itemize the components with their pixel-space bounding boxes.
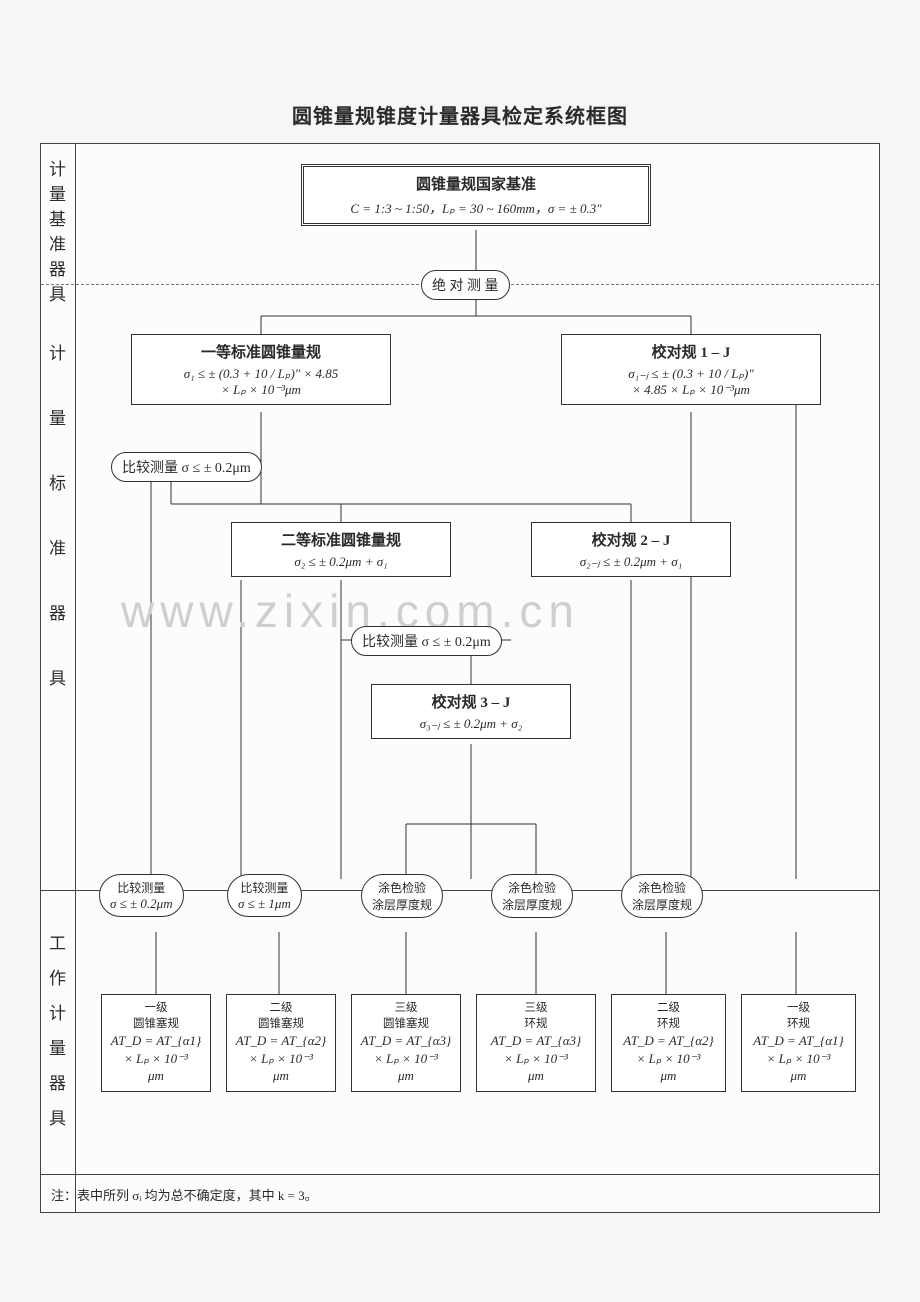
national-formula: C = 1:3 ~ 1:50，Lₚ = 30 ~ 160mm，σ = ± 0.3… xyxy=(310,198,642,217)
w3f2: × Lₚ × 10⁻³ xyxy=(358,1050,454,1068)
p2l1: 比较测量 xyxy=(238,879,291,896)
std1-f1: σ₁ ≤ ± (0.3 + 10 / Lₚ)″ × 4.85 xyxy=(138,366,384,382)
pill-cmp-1: 比较测量 σ ≤ ± 1μm xyxy=(227,874,302,917)
cal1-title: 校对规 1 – J xyxy=(568,341,814,362)
w4f2: × Lₚ × 10⁻³ xyxy=(483,1050,589,1068)
std2-title: 二等标准圆锥量规 xyxy=(238,529,444,550)
watermark: www.zixin.com.cn xyxy=(121,584,580,638)
w4t2: 环规 xyxy=(483,1017,589,1033)
row-label-standard: 计量标准器具 xyxy=(47,344,69,734)
node-national-benchmark: 圆锥量规国家基准 C = 1:3 ~ 1:50，Lₚ = 30 ~ 160mm，… xyxy=(301,164,651,226)
w3t1: 三级 xyxy=(358,1001,454,1017)
pill-coating-3: 涂色检验 涂层厚度规 xyxy=(361,874,443,918)
row-label-benchmark: 计量基准器具 xyxy=(47,160,69,310)
cal3-title: 校对规 3 – J xyxy=(378,691,564,712)
w6t2: 环规 xyxy=(748,1017,849,1033)
w1t1: 一级 xyxy=(108,1001,204,1017)
w6f1: AT_D = AT_{α1} xyxy=(748,1032,849,1050)
w2f3: μm xyxy=(233,1067,329,1085)
node-cal-2j: 校对规 2 – J σ₂₋ⱼ ≤ ± 0.2μm + σ₁ xyxy=(531,522,731,577)
w4t1: 三级 xyxy=(483,1001,589,1017)
p4l1: 涂色检验 xyxy=(502,879,562,896)
node-std-grade1: 一等标准圆锥量规 σ₁ ≤ ± (0.3 + 10 / Lₚ)″ × 4.85 … xyxy=(131,334,391,405)
node-cal-1j: 校对规 1 – J σ₁₋ⱼ ≤ ± (0.3 + 10 / Lₚ)″ × 4.… xyxy=(561,334,821,405)
w2f2: × Lₚ × 10⁻³ xyxy=(233,1050,329,1068)
cal2-title: 校对规 2 – J xyxy=(538,529,724,550)
p5l2: 涂层厚度规 xyxy=(632,896,692,913)
w5f2: × Lₚ × 10⁻³ xyxy=(618,1050,719,1068)
node-work-plug2: 二级 圆锥塞规 AT_D = AT_{α2} × Lₚ × 10⁻³ μm xyxy=(226,994,336,1092)
diagram-title: 圆锥量规锥度计量器具检定系统框图 xyxy=(40,100,880,129)
w3f3: μm xyxy=(358,1067,454,1085)
pill-coating-5: 涂色检验 涂层厚度规 xyxy=(621,874,703,918)
w2t2: 圆锥塞规 xyxy=(233,1017,329,1033)
pill-cmp-02c: 比较测量 σ ≤ ± 0.2μm xyxy=(99,874,184,917)
p1l2: σ ≤ ± 0.2μm xyxy=(110,896,173,912)
p1l1: 比较测量 xyxy=(110,879,173,896)
p2l2: σ ≤ ± 1μm xyxy=(238,896,291,912)
national-title: 圆锥量规国家基准 xyxy=(310,173,642,194)
pill-coating-4: 涂色检验 涂层厚度规 xyxy=(491,874,573,918)
node-work-ring3: 三级 环规 AT_D = AT_{α3} × Lₚ × 10⁻³ μm xyxy=(476,994,596,1092)
p5l1: 涂色检验 xyxy=(632,879,692,896)
w1f2: × Lₚ × 10⁻³ xyxy=(108,1050,204,1068)
row-label-working: 工作计量器具 xyxy=(47,934,69,1144)
std2-f1: σ₂ ≤ ± 0.2μm + σ₁ xyxy=(238,554,444,570)
w5f1: AT_D = AT_{α2} xyxy=(618,1032,719,1050)
pill-compare-02a: 比较测量 σ ≤ ± 0.2μm xyxy=(111,452,262,482)
node-std-grade2: 二等标准圆锥量规 σ₂ ≤ ± 0.2μm + σ₁ xyxy=(231,522,451,577)
std1-f2: × Lₚ × 10⁻³μm xyxy=(138,382,384,398)
cal1-f1: σ₁₋ⱼ ≤ ± (0.3 + 10 / Lₚ)″ xyxy=(568,366,814,382)
w4f3: μm xyxy=(483,1067,589,1085)
page: 圆锥量规锥度计量器具检定系统框图 计量基准器具 计量标准器具 工作计量器具 xyxy=(40,100,880,1213)
cal1-f2: × 4.85 × Lₚ × 10⁻³μm xyxy=(568,382,814,398)
w3f1: AT_D = AT_{α3} xyxy=(358,1032,454,1050)
pill-absolute-measure: 绝 对 测 量 xyxy=(421,270,510,300)
w6f3: μm xyxy=(748,1067,849,1085)
vertical-divider xyxy=(75,144,76,1212)
cal2-f1: σ₂₋ⱼ ≤ ± 0.2μm + σ₁ xyxy=(538,554,724,570)
node-work-plug1: 一级 圆锥塞规 AT_D = AT_{α1} × Lₚ × 10⁻³ μm xyxy=(101,994,211,1092)
footnote: 注：表中所列 σᵢ 均为总不确定度，其中 k = 3。 xyxy=(51,1185,318,1204)
diagram-frame: 计量基准器具 计量标准器具 工作计量器具 xyxy=(40,143,880,1213)
p4l2: 涂层厚度规 xyxy=(502,896,562,913)
p3l2: 涂层厚度规 xyxy=(372,896,432,913)
w6f2: × Lₚ × 10⁻³ xyxy=(748,1050,849,1068)
w2f1: AT_D = AT_{α2} xyxy=(233,1032,329,1050)
w1f1: AT_D = AT_{α1} xyxy=(108,1032,204,1050)
node-work-ring1: 一级 环规 AT_D = AT_{α1} × Lₚ × 10⁻³ μm xyxy=(741,994,856,1092)
node-work-plug3: 三级 圆锥塞规 AT_D = AT_{α3} × Lₚ × 10⁻³ μm xyxy=(351,994,461,1092)
std1-title: 一等标准圆锥量规 xyxy=(138,341,384,362)
w2t1: 二级 xyxy=(233,1001,329,1017)
w6t1: 一级 xyxy=(748,1001,849,1017)
w5t2: 环规 xyxy=(618,1017,719,1033)
h-divider-3 xyxy=(41,1174,879,1175)
node-cal-3j: 校对规 3 – J σ₃₋ⱼ ≤ ± 0.2μm + σ₂ xyxy=(371,684,571,739)
w1t2: 圆锥塞规 xyxy=(108,1017,204,1033)
w5f3: μm xyxy=(618,1067,719,1085)
w1f3: μm xyxy=(108,1067,204,1085)
node-work-ring2: 二级 环规 AT_D = AT_{α2} × Lₚ × 10⁻³ μm xyxy=(611,994,726,1092)
w5t1: 二级 xyxy=(618,1001,719,1017)
pill-compare-02b: 比较测量 σ ≤ ± 0.2μm xyxy=(351,626,502,656)
cal3-f1: σ₃₋ⱼ ≤ ± 0.2μm + σ₂ xyxy=(378,716,564,732)
p3l1: 涂色检验 xyxy=(372,879,432,896)
w4f1: AT_D = AT_{α3} xyxy=(483,1032,589,1050)
w3t2: 圆锥塞规 xyxy=(358,1017,454,1033)
